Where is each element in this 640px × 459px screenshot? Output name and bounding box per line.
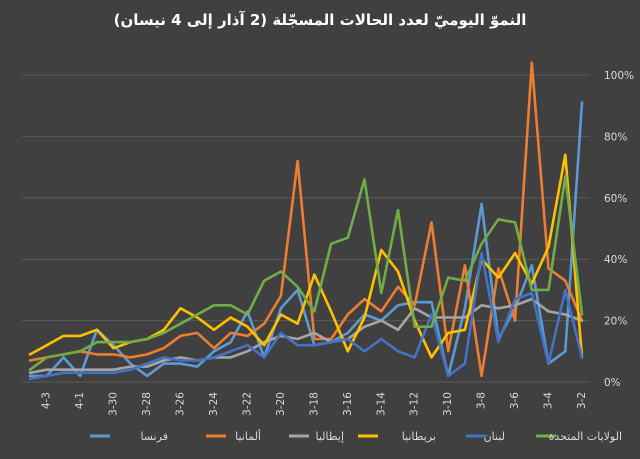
series-layer xyxy=(28,61,584,381)
series-line-0 xyxy=(28,101,584,378)
legend-label: فرنسا xyxy=(140,430,168,443)
y-tick-label: 100% xyxy=(604,70,634,82)
legend-label: ألمانيا xyxy=(235,429,261,443)
x-tick-label: 3-14 xyxy=(375,392,387,416)
y-tick-label: 20% xyxy=(604,316,627,328)
x-tick-label: 3-24 xyxy=(208,392,220,416)
legend-label: الولايات المتحدة xyxy=(549,430,622,443)
y-tick-label: 80% xyxy=(604,131,627,143)
legend-label: إيطاليا xyxy=(315,430,344,443)
legend-label: بريطانيا xyxy=(402,430,436,443)
legend: فرنسا ألمانيا إيطاليا بريطانيا لبنان الولايات… xyxy=(90,429,622,443)
series-line-5 xyxy=(28,175,584,372)
legend-label: لبنان xyxy=(484,430,505,443)
y-tick-label: 0% xyxy=(604,377,621,389)
x-tick-label: 4-3 xyxy=(41,392,53,409)
x-tick-label: 3-18 xyxy=(308,392,320,416)
x-tick-label: 3-20 xyxy=(275,392,287,416)
x-tick-label: 3-16 xyxy=(342,392,354,416)
series-line-4 xyxy=(28,251,584,381)
x-tick-label: 3-26 xyxy=(175,392,187,416)
y-tick-label: 60% xyxy=(604,193,627,205)
x-tick-label: 4-1 xyxy=(74,392,86,409)
x-tick-label: 3-6 xyxy=(509,392,521,409)
x-tick-label: 3-28 xyxy=(141,392,153,416)
y-tick-label: 40% xyxy=(604,254,627,266)
x-tick-label: 3-4 xyxy=(543,392,555,409)
x-tick-label: 3-12 xyxy=(409,392,421,416)
x-tick-label: 3-30 xyxy=(108,392,120,416)
x-tick-label: 3-2 xyxy=(576,392,588,409)
x-tick-label: 3-8 xyxy=(476,392,488,409)
series-line-1 xyxy=(28,61,584,378)
x-axis-ticks: 3-2 3-4 3-6 3-8 3-10 3-12 3-14 3-16 3-18 3-20 3-22… xyxy=(41,392,588,416)
x-tick-label: 3-22 xyxy=(241,392,253,416)
x-tick-label: 3-10 xyxy=(442,392,454,416)
series-line-2 xyxy=(28,297,584,375)
y-axis-ticks: 0% 20% 40% 60% 80% 100% xyxy=(604,70,634,389)
chart-title: النموّ اليوميّ لعدد الحالات المسجّلة (2 … xyxy=(114,11,527,29)
